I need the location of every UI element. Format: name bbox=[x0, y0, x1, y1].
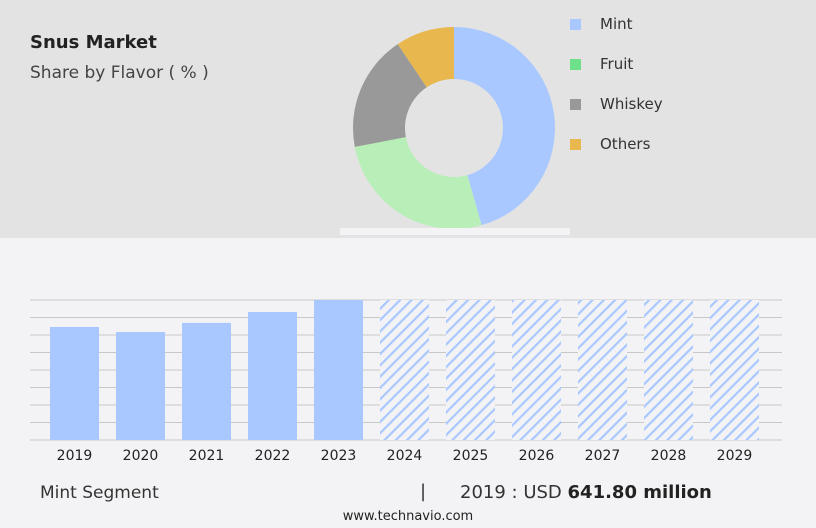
legend-label: Mint bbox=[600, 15, 633, 33]
segment-label: Mint Segment bbox=[40, 483, 159, 503]
legend-label: Others bbox=[600, 135, 651, 153]
donut-chart bbox=[340, 26, 570, 235]
x-tick-label: 2022 bbox=[255, 448, 291, 464]
bar-2023 bbox=[314, 300, 363, 440]
x-tick-label: 2027 bbox=[585, 448, 621, 464]
site-url: www.technavio.com bbox=[342, 509, 474, 524]
x-tick-label: 2020 bbox=[123, 448, 159, 464]
donut-slice-whiskey bbox=[353, 44, 427, 147]
forecast-bar-2024 bbox=[380, 300, 429, 440]
legend-item-others: Others bbox=[570, 135, 650, 153]
page-subtitle: Share by Flavor ( % ) bbox=[30, 63, 209, 83]
x-tick-label: 2025 bbox=[453, 448, 489, 464]
forecast-bar-2028 bbox=[644, 300, 693, 440]
legend-item-mint: Mint bbox=[570, 15, 633, 33]
legend-swatch bbox=[570, 98, 581, 110]
forecast-bar-2029 bbox=[710, 300, 759, 440]
forecast-bar-2025 bbox=[446, 300, 495, 440]
value-amount: 641.80 million bbox=[567, 482, 712, 503]
legend-item-fruit: Fruit bbox=[570, 55, 633, 73]
donut-slice-mint bbox=[454, 27, 555, 226]
donut-slice-fruit bbox=[354, 137, 482, 229]
x-tick-label: 2019 bbox=[57, 448, 93, 464]
donut-slice-others bbox=[397, 26, 454, 88]
x-tick-label: 2029 bbox=[717, 448, 753, 464]
bar-2021 bbox=[182, 322, 231, 440]
x-tick-label: 2023 bbox=[321, 448, 357, 464]
forecast-bar-2026 bbox=[512, 300, 561, 440]
x-tick-label: 2021 bbox=[189, 448, 225, 464]
bar-2020 bbox=[116, 332, 165, 440]
legend-swatch bbox=[570, 18, 581, 30]
legend-swatch bbox=[570, 138, 581, 150]
x-tick-label: 2028 bbox=[651, 448, 687, 464]
legend-label: Whiskey bbox=[600, 95, 663, 113]
bar-2019 bbox=[50, 326, 99, 440]
legend-swatch bbox=[570, 58, 581, 70]
x-tick-label: 2024 bbox=[387, 448, 423, 464]
legend-item-whiskey: Whiskey bbox=[570, 95, 663, 113]
x-tick-label: 2026 bbox=[519, 448, 555, 464]
value-year: 2019 : USD bbox=[460, 482, 562, 503]
panel-edge bbox=[340, 228, 570, 235]
separator: | bbox=[420, 481, 427, 502]
legend-label: Fruit bbox=[600, 55, 634, 73]
bar-chart: 2019 2020 2021 2022 2023 2024 2025 2026 2027 2028… bbox=[30, 299, 782, 464]
segment-value: 2019 : USD 641.80 million bbox=[460, 482, 712, 503]
forecast-bar-2027 bbox=[578, 300, 627, 440]
bar-2022 bbox=[248, 311, 297, 440]
page-title: Snus Market bbox=[30, 32, 157, 53]
